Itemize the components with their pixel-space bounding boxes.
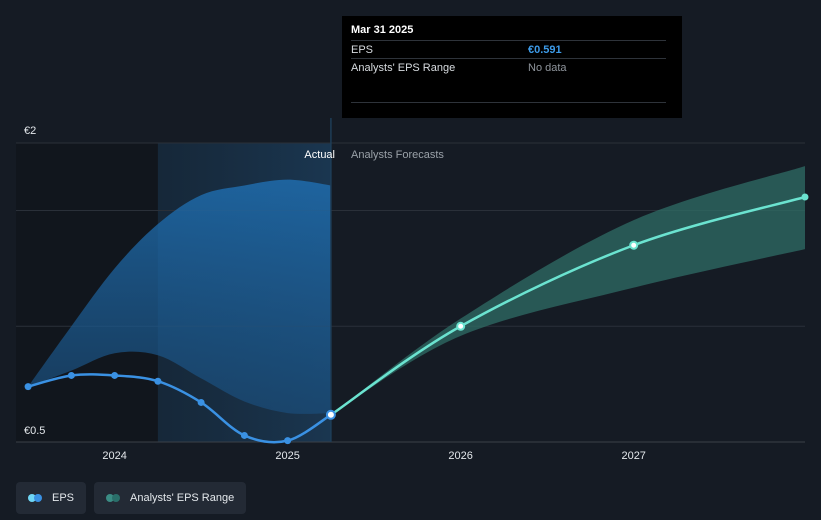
tooltip-range-value: No data [528, 61, 567, 74]
x-tick-label-2026: 2026 [448, 450, 472, 462]
range-legend-icon [106, 494, 122, 502]
x-tick-label-2025: 2025 [275, 450, 299, 462]
hover-tooltip: Mar 31 2025 EPS €0.591 Analysts' EPS Ran… [342, 16, 682, 118]
tooltip-eps-row: EPS €0.591 [351, 40, 666, 58]
x-tick-label-2027: 2027 [621, 450, 645, 462]
eps-legend-icon [28, 494, 44, 502]
y-tick-label-top: €2 [24, 125, 36, 137]
legend-eps-label: EPS [52, 492, 75, 504]
forecast-point [456, 321, 466, 331]
eps-point [325, 409, 336, 420]
chart-legend: EPS Analysts' EPS Range [16, 482, 247, 514]
eps-point [197, 398, 205, 406]
eps-range-band [28, 179, 331, 414]
forecast-point [629, 240, 639, 250]
tooltip-eps-label: EPS [351, 43, 374, 56]
tooltip-date: Mar 31 2025 [351, 24, 414, 36]
legend-range-toggle[interactable]: Analysts' EPS Range [94, 482, 247, 514]
forecast-point [801, 193, 809, 201]
tooltip-divider [351, 102, 666, 103]
tooltip-eps-value: €0.591 [528, 43, 562, 56]
eps-point [284, 437, 292, 445]
y-tick-label-bottom: €0.5 [24, 425, 45, 437]
eps-line [27, 373, 332, 444]
eps-point [240, 431, 248, 439]
tooltip-range-row: Analysts' EPS Range No data [351, 58, 666, 76]
eps-point [154, 377, 162, 385]
eps-point [67, 371, 75, 379]
x-tick-label-2024: 2024 [102, 450, 126, 462]
actual-label: Actual [304, 149, 335, 161]
legend-range-label: Analysts' EPS Range [130, 492, 235, 504]
forecast-range-band [330, 166, 805, 415]
tooltip-range-label: Analysts' EPS Range [351, 61, 456, 74]
legend-eps-toggle[interactable]: EPS [16, 482, 87, 514]
eps-point [111, 371, 119, 379]
eps-forecast-line [330, 195, 806, 416]
eps-point [24, 383, 32, 391]
forecast-label: Analysts Forecasts [351, 149, 444, 161]
